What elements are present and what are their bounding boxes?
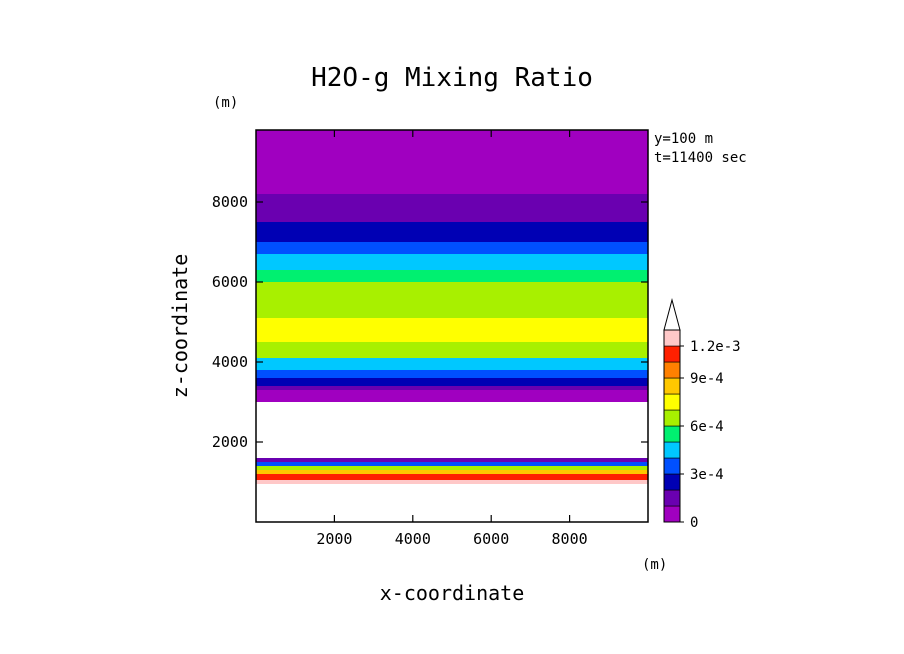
x-unit-label: (m) [642,557,667,573]
contour-band-12 [256,370,648,378]
y-tick-label-2: 6000 [212,273,248,291]
contour-band-21 [256,474,648,480]
y-axis-ticks: 2000 4000 6000 8000 [212,193,648,451]
colorbar-swatch-5 [663,425,681,443]
y-tick-label-0: 2000 [212,433,248,451]
colorbar-swatch-10 [663,345,681,363]
contour-band-22 [256,480,648,484]
contour-band-19 [256,466,648,470]
contour-band-20 [256,470,648,474]
annotation-y-slice: y=100 m [654,131,713,147]
colorbar-swatch-3 [663,457,681,475]
annotation-time: t=11400 sec [654,150,747,166]
contour-band-4 [256,242,648,254]
x-tick-label-3: 8000 [552,530,588,548]
contour-band-18 [256,462,648,466]
contour-band-6 [256,270,648,282]
colorbar-extend-triangle [663,298,681,331]
colorbar-swatch-7 [663,393,681,411]
contour-band-15 [256,390,648,402]
contour-band-17 [256,458,648,462]
x-axis-label: x-coordinate [380,581,525,605]
y-unit-label: (m) [213,95,238,111]
contour-band-14 [256,386,648,390]
contour-band-10 [256,342,648,358]
colorbar-swatch-0 [663,505,681,523]
contour-plot-area [256,130,648,522]
contour-band-23 [256,484,648,522]
colorbar-tick-label-4: 1.2e-3 [690,339,741,355]
contour-band-16 [256,402,648,458]
contour-band-0 [256,130,648,170]
contour-band-7 [256,282,648,298]
colorbar-swatch-4 [663,441,681,459]
contour-band-8 [256,298,648,318]
x-tick-label-2: 6000 [473,530,509,548]
colorbar-swatch-6 [663,409,681,427]
contour-band-1 [256,170,648,194]
colorbar-tick-label-0: 0 [690,515,698,531]
contour-band-11 [256,358,648,370]
contour-band-5 [256,254,648,270]
colorbar-tick-label-2: 6e-4 [690,419,724,435]
contour-band-3 [256,222,648,242]
y-tick-label-3: 8000 [212,193,248,211]
contour-band-13 [256,378,648,386]
x-tick-label-1: 4000 [395,530,431,548]
colorbar-swatch-1 [663,489,681,507]
x-axis-ticks: 2000 4000 6000 8000 [316,130,588,548]
contour-band-2 [256,194,648,222]
colorbar-tick-label-3: 9e-4 [690,371,724,387]
y-tick-label-1: 4000 [212,353,248,371]
colorbar-swatch-9 [663,361,681,379]
x-tick-label-0: 2000 [316,530,352,548]
contour-band-9 [256,318,648,342]
chart-title: H2O-g Mixing Ratio [311,63,593,93]
colorbar-tick-label-1: 3e-4 [690,467,724,483]
colorbar-swatch-2 [663,473,681,491]
y-axis-label: z-coordinate [168,254,192,399]
colorbar-swatch-8 [663,377,681,395]
plot-frame [255,129,649,523]
colorbar-swatch-11 [663,329,681,347]
colorbar: 0 3e-4 6e-4 9e-4 1.2e-3 [663,298,741,531]
